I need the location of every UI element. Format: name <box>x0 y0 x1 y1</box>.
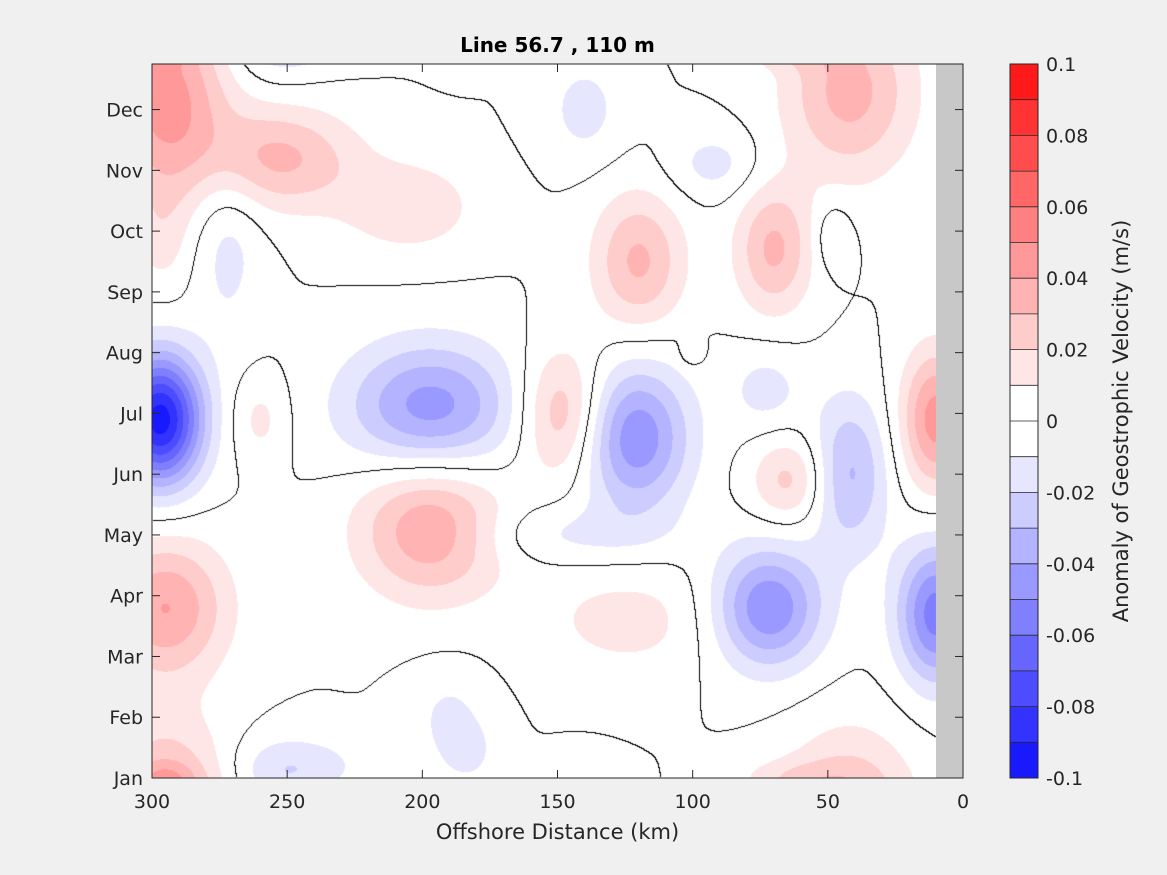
x-tick-label: 50 <box>816 791 840 813</box>
colorbar-segment <box>1010 313 1038 351</box>
y-tick-label: Aug <box>106 343 143 365</box>
x-tick-label: 300 <box>134 791 170 813</box>
y-axis: Jan Feb Mar Apr May Jun Jul Aug Sep Oct Nov Dec <box>104 100 963 790</box>
colorbar-segment <box>1010 171 1038 208</box>
colorbar-tick-label: -0.04 <box>1046 554 1095 576</box>
colorbar-segment <box>1010 706 1038 743</box>
colorbar-segment <box>1010 670 1038 708</box>
colorbar-segment <box>1010 563 1038 600</box>
colorbar-tick-label: 0 <box>1046 411 1058 433</box>
chart-title: Line 56.7 , 110 m <box>460 33 655 57</box>
x-tick-label: 200 <box>404 791 440 813</box>
colorbar-segment <box>1010 492 1038 529</box>
colorbar-segment <box>1010 528 1038 565</box>
colorbar-tick-label: 0.1 <box>1046 54 1076 76</box>
colorbar-segment <box>1010 456 1038 493</box>
colorbar-segment <box>1010 421 1038 458</box>
x-tick-label: 150 <box>539 791 575 813</box>
colorbar-segment <box>1010 635 1038 672</box>
colorbar-tick-label: 0.02 <box>1046 340 1088 362</box>
y-tick-label: Dec <box>106 100 143 122</box>
colorbar-segment <box>1010 135 1038 172</box>
colorbar-tick-label: 0.04 <box>1046 268 1088 290</box>
x-tick-label: 100 <box>675 791 711 813</box>
y-tick-label: Sep <box>107 282 143 304</box>
colorbar-tick-label: -0.08 <box>1046 697 1095 719</box>
y-tick-label: Jan <box>113 768 143 790</box>
y-tick-label: Jul <box>119 403 143 425</box>
colorbar: 0.1 0.08 0.06 0.04 0.02 0 -0.02 -0.04 -0.06 -0.08… <box>1009 54 1095 790</box>
colorbar-tick-label: 0.06 <box>1046 197 1088 219</box>
colorbar-segment <box>1010 278 1038 315</box>
colorbar-tick-label: -0.02 <box>1046 482 1095 504</box>
colorbar-segment <box>1010 206 1038 243</box>
x-axis: 300 250 200 150 100 50 0 <box>134 64 969 813</box>
y-tick-label: Feb <box>109 707 143 729</box>
colorbar-tick-label: -0.06 <box>1046 625 1095 647</box>
colorbar-segment <box>1010 242 1038 279</box>
y-tick-label: Oct <box>110 221 143 243</box>
y-tick-label: May <box>104 525 143 547</box>
colorbar-segment <box>1010 599 1038 636</box>
y-tick-label: Jun <box>112 464 143 486</box>
colorbar-segment <box>1010 64 1038 101</box>
colorbar-segment <box>1010 742 1038 779</box>
plot-area <box>151 63 964 779</box>
colorbar-border <box>1009 63 1039 779</box>
y-tick-label: Apr <box>110 586 143 608</box>
x-tick-label: 0 <box>957 791 969 813</box>
x-axis-label: Offshore Distance (km) <box>436 820 679 844</box>
colorbar-segment <box>1010 385 1038 422</box>
colorbar-segment <box>1010 99 1038 136</box>
y-tick-label: Nov <box>106 160 143 182</box>
colorbar-segment <box>1010 349 1038 386</box>
colorbar-tick-label: -0.1 <box>1046 768 1083 790</box>
nodata-region <box>935 64 963 778</box>
x-tick-label: 250 <box>269 791 305 813</box>
colorbar-tick-label: 0.08 <box>1046 125 1088 147</box>
y-tick-label: Mar <box>107 646 143 668</box>
colorbar-label: Anomaly of Geostrophic Velocity (m/s) <box>1109 220 1133 623</box>
